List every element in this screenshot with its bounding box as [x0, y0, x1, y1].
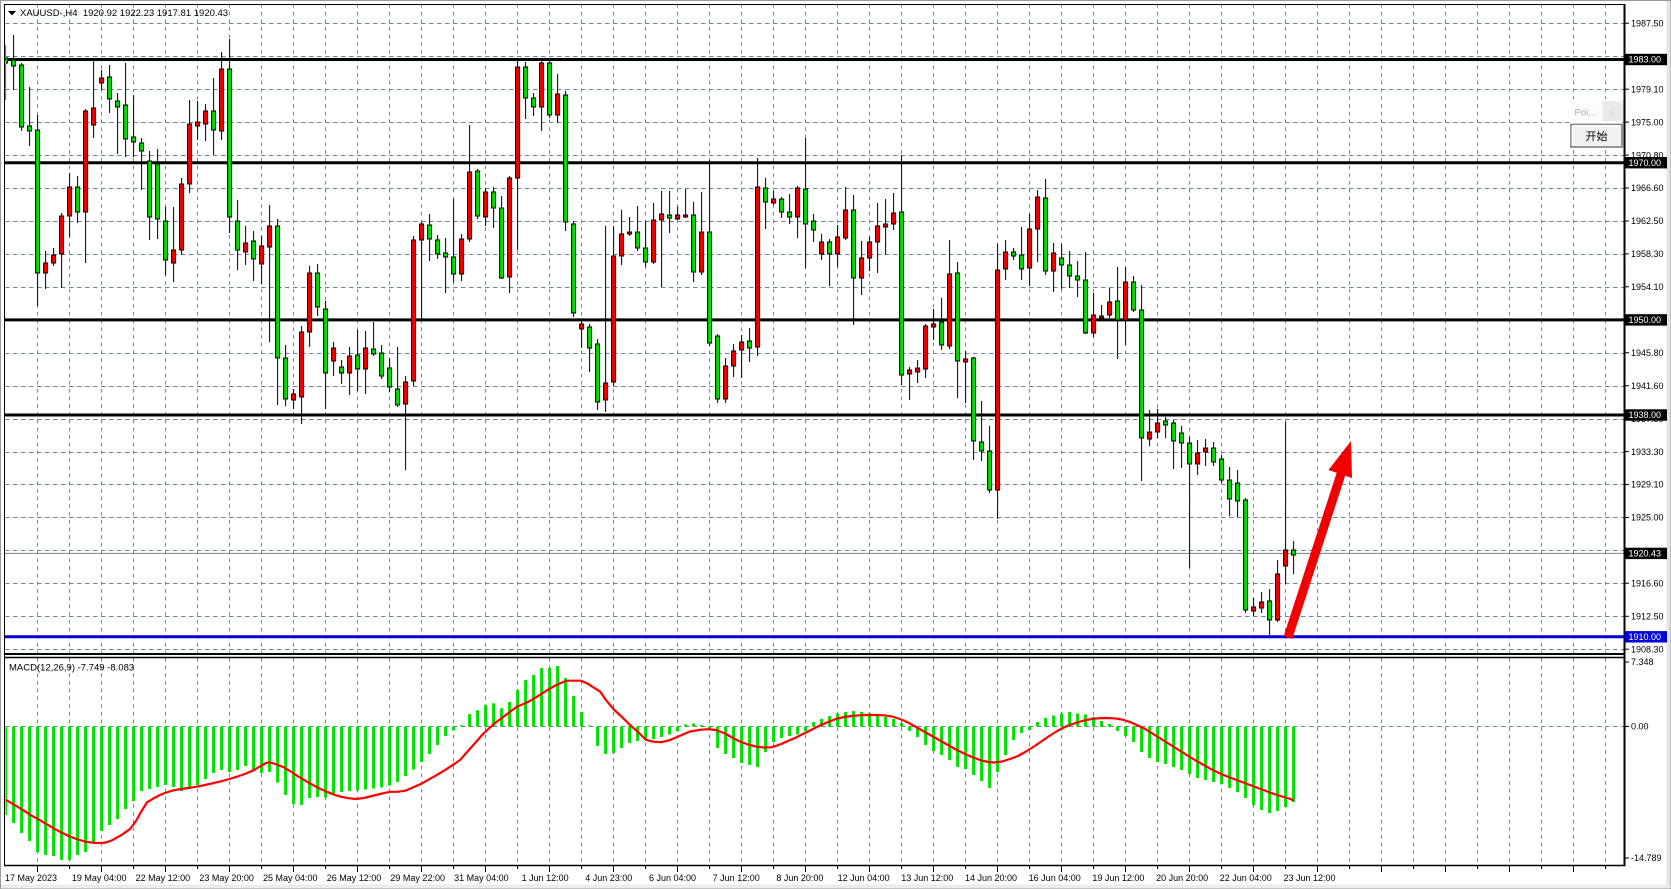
svg-text:0.00: 0.00: [1631, 722, 1649, 732]
svg-text:20 Jun 20:00: 20 Jun 20:00: [1156, 873, 1208, 883]
svg-text:1950.00: 1950.00: [1629, 315, 1662, 325]
svg-text:1925.00: 1925.00: [1631, 513, 1664, 523]
svg-text:8 Jun 20:00: 8 Jun 20:00: [776, 873, 823, 883]
svg-text:23 May 20:00: 23 May 20:00: [199, 873, 254, 883]
svg-text:1962.50: 1962.50: [1631, 216, 1664, 226]
svg-text:1958.30: 1958.30: [1631, 249, 1664, 259]
svg-text:x: x: [1609, 107, 1614, 117]
svg-text:1920.43: 1920.43: [1629, 549, 1662, 559]
svg-text:1 Jun 12:00: 1 Jun 12:00: [522, 873, 569, 883]
svg-text:1970.80: 1970.80: [1631, 150, 1664, 160]
svg-text:MACD(12,26,9) -7.749 -8.083: MACD(12,26,9) -7.749 -8.083: [9, 663, 134, 674]
svg-text:22 Jun 04:00: 22 Jun 04:00: [1220, 873, 1272, 883]
svg-text:Poi...: Poi...: [1575, 108, 1597, 119]
svg-text:17 May 2023: 17 May 2023: [5, 873, 57, 883]
svg-text:19 Jun 12:00: 19 Jun 12:00: [1092, 873, 1144, 883]
svg-text:1912.50: 1912.50: [1631, 612, 1664, 622]
svg-text:1938.00: 1938.00: [1629, 410, 1662, 420]
svg-text:1970.00: 1970.00: [1629, 158, 1662, 168]
svg-text:13 Jun 12:00: 13 Jun 12:00: [901, 873, 953, 883]
svg-text:23 Jun 12:00: 23 Jun 12:00: [1283, 873, 1335, 883]
svg-text:开始: 开始: [1586, 129, 1608, 143]
svg-text:1941.60: 1941.60: [1631, 381, 1664, 391]
svg-text:26 May 12:00: 26 May 12:00: [327, 873, 382, 883]
svg-text:7 Jun 12:00: 7 Jun 12:00: [713, 873, 760, 883]
svg-text:19 May 04:00: 19 May 04:00: [72, 873, 127, 883]
svg-text:6 Jun 04:00: 6 Jun 04:00: [649, 873, 696, 883]
svg-text:16 Jun 04:00: 16 Jun 04:00: [1029, 873, 1081, 883]
svg-text:1979.10: 1979.10: [1631, 84, 1664, 94]
svg-text:1945.80: 1945.80: [1631, 348, 1664, 358]
svg-text:1987.50: 1987.50: [1631, 19, 1664, 29]
svg-text:1954.10: 1954.10: [1631, 282, 1664, 292]
svg-text:29 May 22:00: 29 May 22:00: [390, 873, 445, 883]
svg-text:1966.60: 1966.60: [1631, 183, 1664, 193]
svg-text:1933.30: 1933.30: [1631, 447, 1664, 457]
svg-text:1929.10: 1929.10: [1631, 480, 1664, 490]
svg-text:1975.00: 1975.00: [1631, 117, 1664, 127]
svg-text:1916.60: 1916.60: [1631, 579, 1664, 589]
svg-text:1908.30: 1908.30: [1631, 644, 1664, 654]
svg-text:22 May 12:00: 22 May 12:00: [136, 873, 191, 883]
svg-text:14 Jun 20:00: 14 Jun 20:00: [965, 873, 1017, 883]
svg-text:1983.00: 1983.00: [1629, 55, 1662, 65]
svg-text:12 Jun 04:00: 12 Jun 04:00: [838, 873, 890, 883]
svg-text:4 Jun 23:00: 4 Jun 23:00: [585, 873, 632, 883]
svg-text:XAUUSD-,H4 1920.92 1922.23 19: XAUUSD-,H4 1920.92 1922.23 1917.81 1920.…: [20, 8, 228, 19]
svg-text:25 May 04:00: 25 May 04:00: [263, 873, 318, 883]
svg-text:1910.00: 1910.00: [1629, 632, 1662, 642]
svg-text:7.348: 7.348: [1631, 657, 1654, 667]
svg-text:31 May 04:00: 31 May 04:00: [454, 873, 509, 883]
svg-text:-14.789: -14.789: [1631, 853, 1662, 863]
